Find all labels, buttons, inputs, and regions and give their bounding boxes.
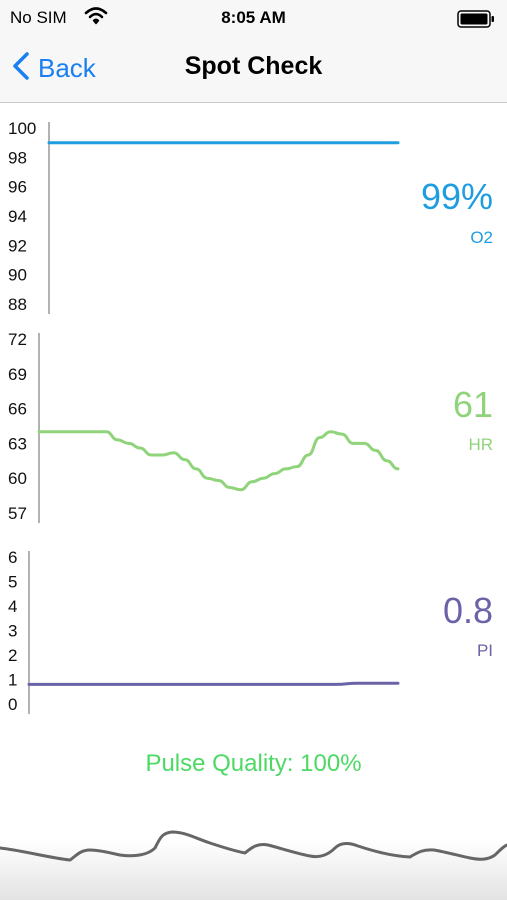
hr-series-line bbox=[37, 430, 400, 492]
o2-tick-label: 92 bbox=[8, 236, 27, 255]
pi-series-line bbox=[27, 681, 400, 686]
o2-chart: 100 98 96 94 92 90 88 bbox=[8, 119, 400, 314]
hr-tick-label: 69 bbox=[8, 365, 27, 384]
pi-tick-label: 6 bbox=[8, 548, 17, 567]
pi-tick-label: 3 bbox=[8, 622, 17, 641]
page-title: Spot Check bbox=[184, 52, 323, 80]
pi-tick-label: 1 bbox=[8, 671, 17, 690]
pi-tick-label: 4 bbox=[8, 597, 17, 616]
pi-tick-label: 5 bbox=[8, 573, 17, 592]
carrier-label: No SIM bbox=[10, 8, 67, 27]
hr-tick-label: 57 bbox=[8, 504, 27, 523]
o2-tick-label: 90 bbox=[8, 266, 27, 285]
hr-tick-label: 63 bbox=[8, 434, 27, 453]
pleth-waveform bbox=[0, 830, 507, 900]
back-button[interactable]: Back bbox=[12, 50, 96, 86]
back-label: Back bbox=[38, 52, 96, 83]
hr-tick-label: 60 bbox=[8, 469, 27, 488]
pulse-quality-label: Pulse Quality: 100% bbox=[145, 750, 362, 777]
hr-tick-label: 66 bbox=[8, 400, 27, 419]
o2-tick-label: 94 bbox=[8, 207, 27, 226]
wifi-icon bbox=[84, 6, 108, 31]
o2-value: 99% bbox=[420, 176, 493, 217]
pi-label: PI bbox=[476, 641, 493, 660]
hr-tick-label: 72 bbox=[8, 330, 27, 349]
waveform-line bbox=[0, 830, 507, 862]
chevron-left-icon bbox=[12, 51, 30, 86]
hr-chart: 72 69 66 63 60 57 bbox=[8, 330, 400, 523]
pi-chart: 6 5 4 3 2 1 0 bbox=[8, 548, 400, 714]
pi-tick-label: 0 bbox=[8, 695, 17, 714]
pi-tick-label: 2 bbox=[8, 646, 17, 665]
hr-label: HR bbox=[468, 435, 493, 454]
pi-value: 0.8 bbox=[442, 590, 493, 631]
o2-tick-label: 98 bbox=[8, 148, 27, 167]
hr-value: 61 bbox=[452, 384, 493, 425]
o2-tick-label: 96 bbox=[8, 178, 27, 197]
status-time: 8:05 AM bbox=[221, 8, 286, 27]
navigation-bar: Back Spot Check bbox=[0, 36, 507, 103]
o2-tick-label: 88 bbox=[8, 295, 27, 314]
o2-label: O2 bbox=[470, 228, 493, 247]
status-bar: No SIM 8:05 AM bbox=[0, 0, 507, 36]
o2-tick-label: 100 bbox=[8, 119, 36, 138]
battery-icon bbox=[457, 10, 495, 33]
